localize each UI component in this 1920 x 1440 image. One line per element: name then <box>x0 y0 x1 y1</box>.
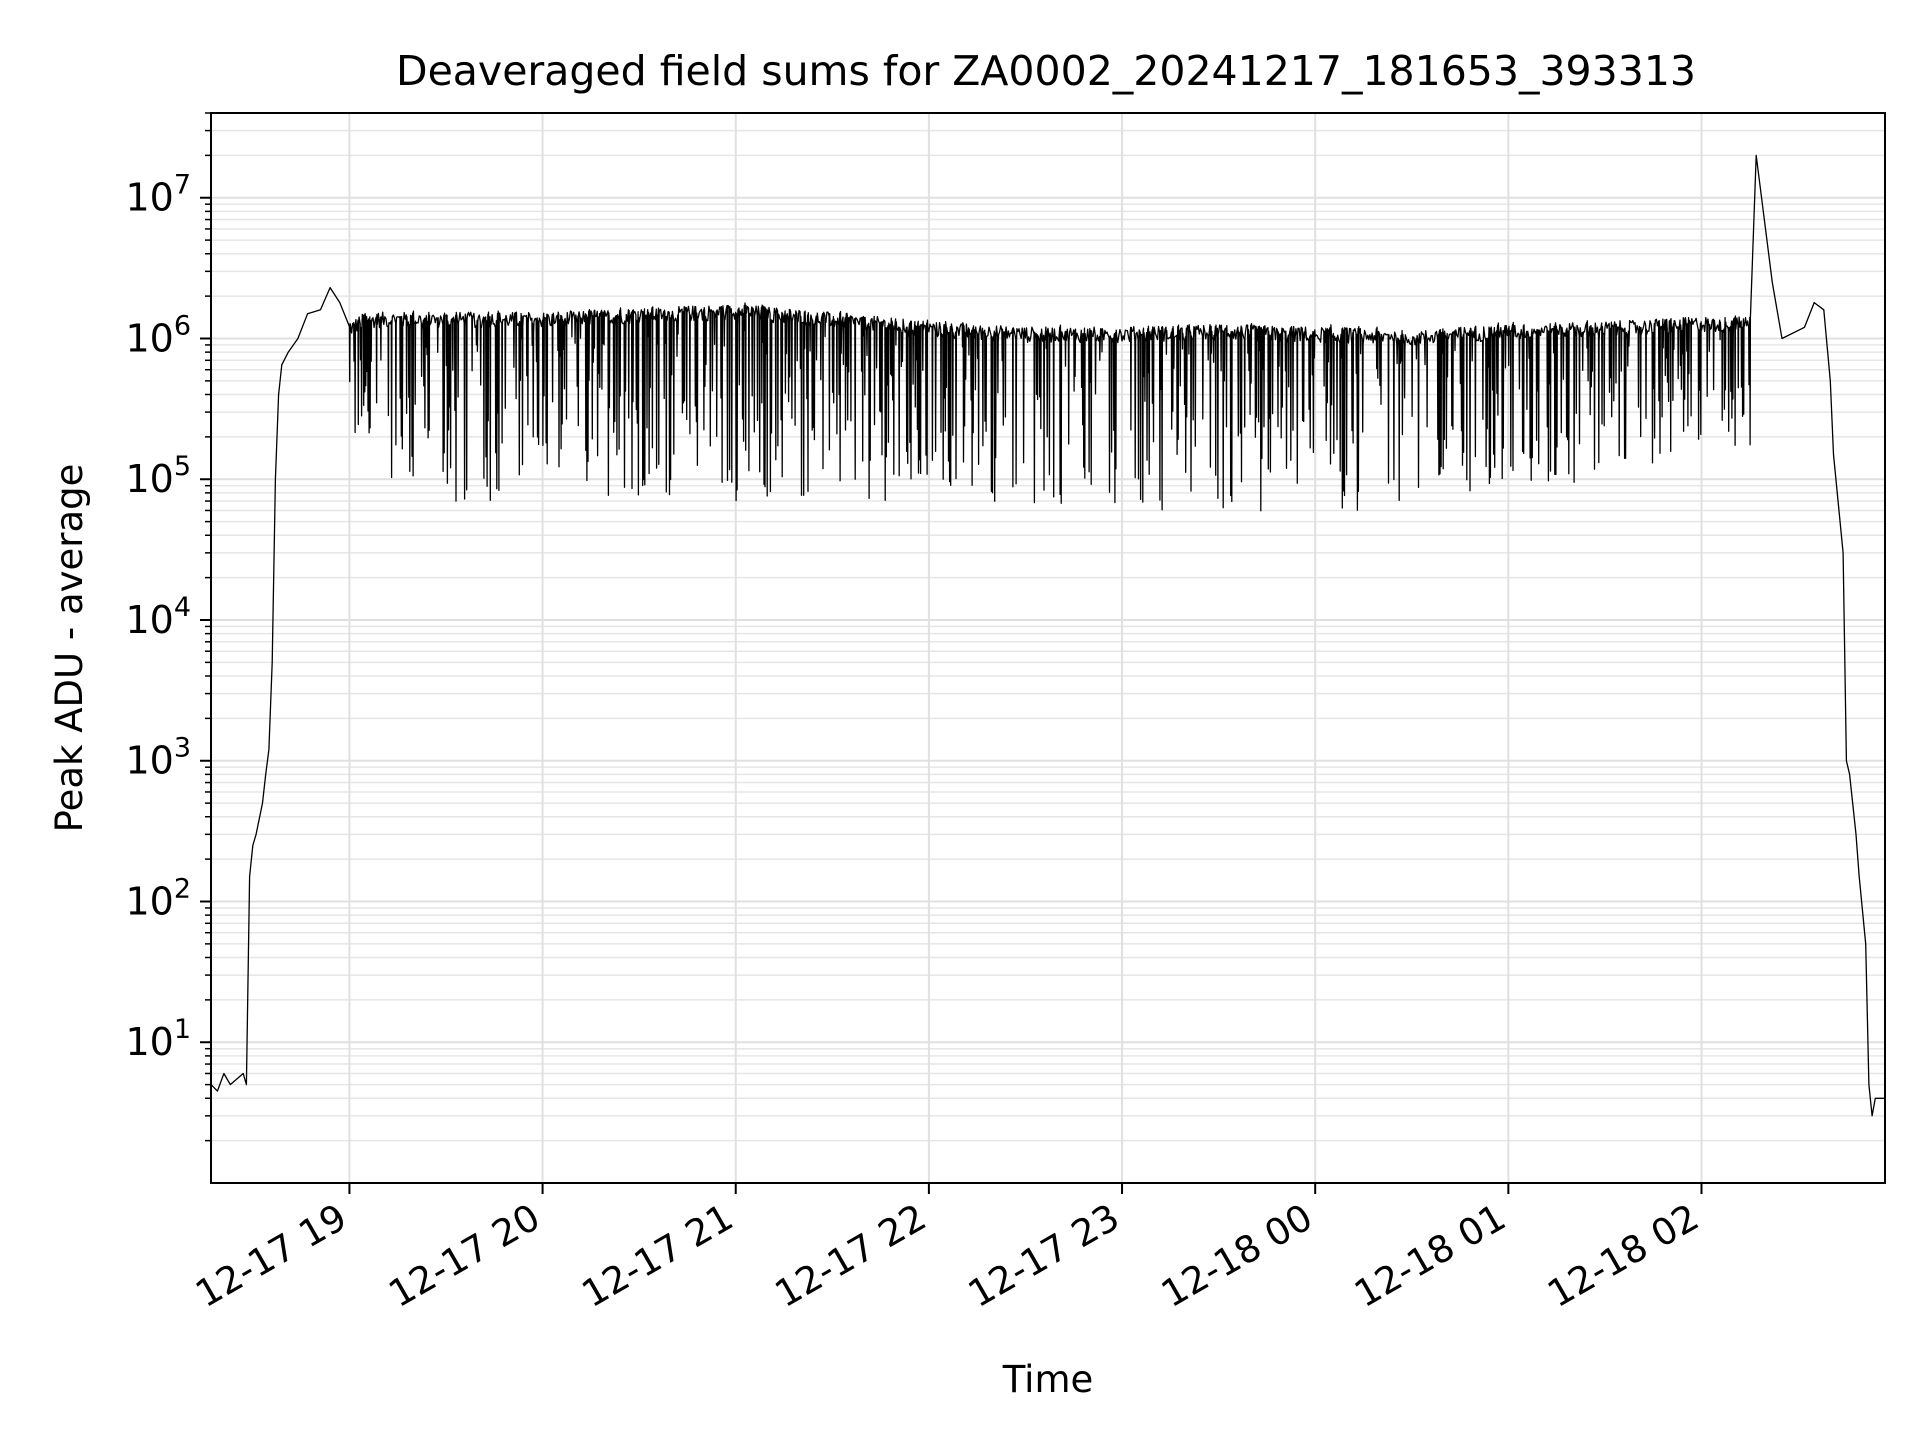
y-tick-label: 102 <box>125 873 191 923</box>
plot-layer <box>210 154 1885 1117</box>
plot-frame <box>210 112 1886 1184</box>
x-axis-label: Time <box>1002 1358 1094 1401</box>
series-line <box>210 154 1885 1117</box>
y-axis-label: Peak ADU - average <box>48 464 91 833</box>
grid-major <box>211 113 1885 1183</box>
y-axis: 101 102 103 104 105 106 107 <box>125 112 211 1142</box>
y-tick-label: 106 <box>125 310 191 360</box>
y-tick-label: 103 <box>125 733 191 783</box>
y-tick-label: 101 <box>125 1014 191 1064</box>
grid-minor <box>211 112 1885 1142</box>
chart-title: Deaveraged field sums for ZA0002_2024121… <box>396 47 1696 95</box>
y-tick-label: 105 <box>125 451 191 501</box>
y-tick-label: 107 <box>125 170 191 220</box>
y-tick-label: 104 <box>125 592 191 642</box>
